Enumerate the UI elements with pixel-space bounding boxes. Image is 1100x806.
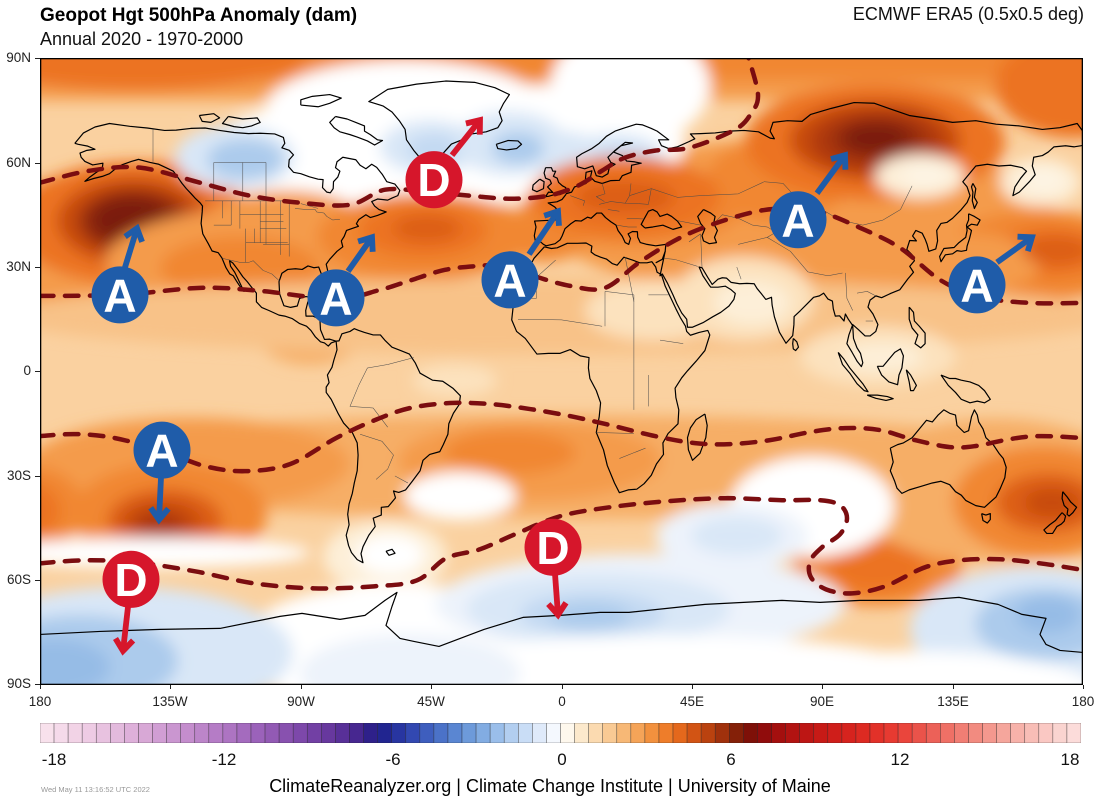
- svg-text:D: D: [114, 554, 147, 606]
- svg-text:A: A: [493, 254, 526, 306]
- svg-text:A: A: [145, 425, 178, 477]
- svg-text:D: D: [417, 154, 450, 206]
- svg-text:A: A: [781, 194, 814, 246]
- svg-text:D: D: [536, 522, 569, 574]
- svg-text:A: A: [319, 272, 352, 324]
- svg-text:A: A: [103, 269, 136, 321]
- svg-text:A: A: [960, 259, 993, 311]
